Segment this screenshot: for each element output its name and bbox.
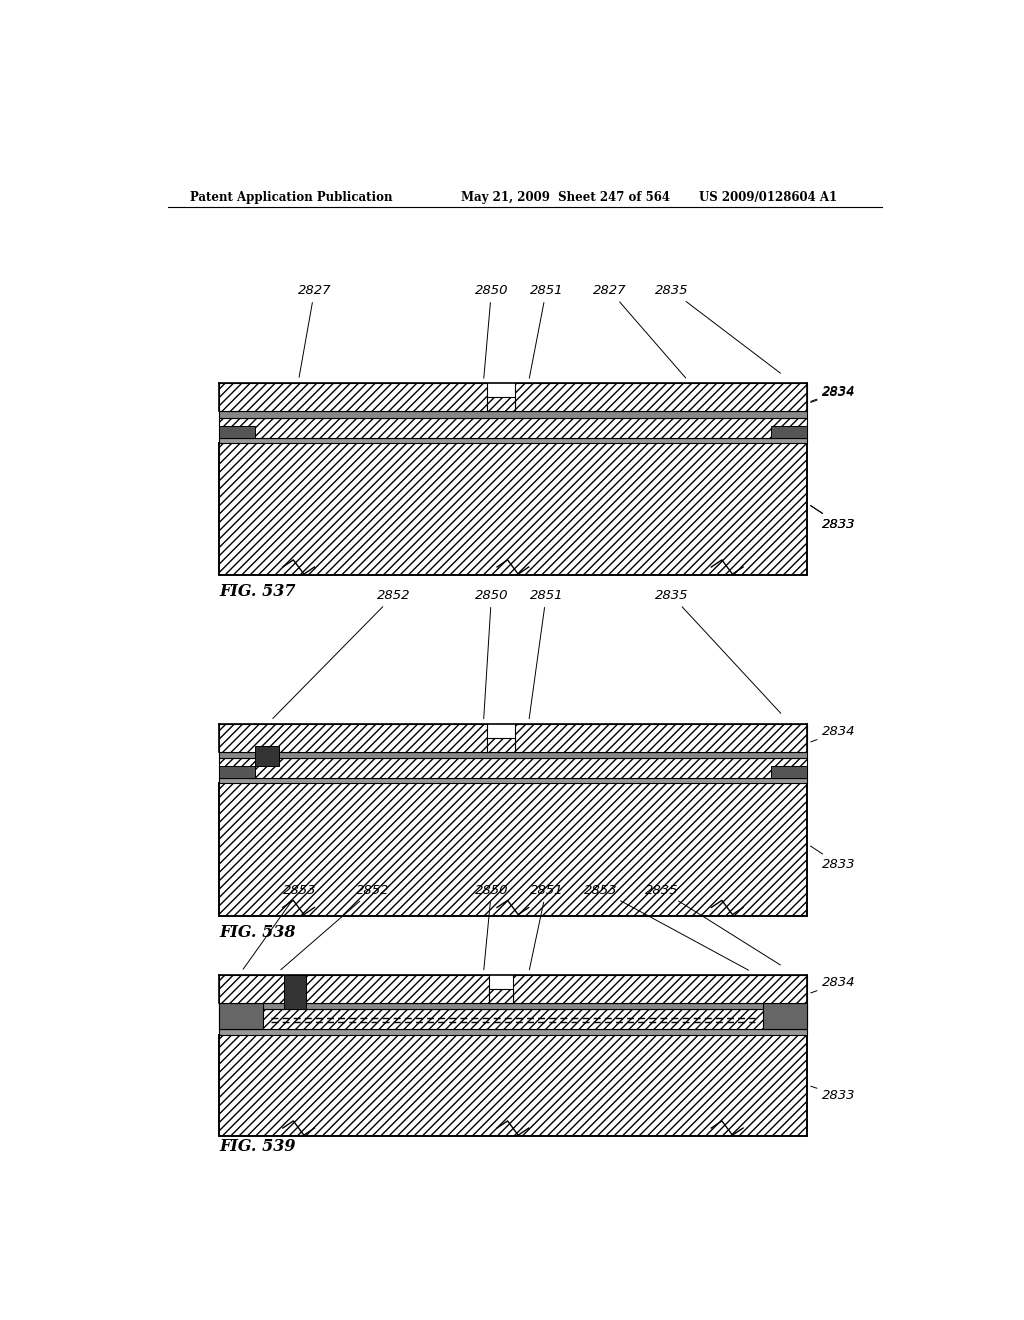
Bar — [219, 1003, 807, 1008]
Bar — [284, 974, 306, 1008]
Text: 2835: 2835 — [655, 284, 780, 374]
Bar — [487, 397, 515, 412]
Text: 2833: 2833 — [810, 846, 856, 871]
Bar — [219, 438, 807, 444]
Bar — [219, 1030, 807, 1035]
Bar — [219, 444, 807, 576]
Bar — [219, 383, 487, 412]
Text: 2852: 2852 — [272, 589, 411, 718]
Bar — [219, 444, 807, 576]
Text: 2852: 2852 — [281, 883, 389, 970]
Text: FIG. 537: FIG. 537 — [219, 583, 296, 601]
Bar — [513, 974, 807, 1003]
Text: 2827: 2827 — [593, 284, 686, 378]
Text: 2833: 2833 — [810, 506, 856, 531]
Text: 2834: 2834 — [811, 977, 856, 993]
Bar — [219, 752, 807, 758]
Text: 2850: 2850 — [475, 589, 508, 718]
Bar — [771, 766, 807, 779]
Text: 2851: 2851 — [529, 883, 563, 970]
Text: 2834: 2834 — [811, 384, 856, 401]
Text: 2850: 2850 — [475, 284, 508, 379]
Bar — [255, 746, 279, 766]
Bar — [219, 766, 255, 779]
Bar — [763, 1003, 807, 1030]
Text: 2851: 2851 — [529, 589, 563, 718]
Text: 2853: 2853 — [585, 883, 749, 970]
Bar — [219, 784, 807, 916]
Text: May 21, 2009  Sheet 247 of 564: May 21, 2009 Sheet 247 of 564 — [461, 190, 671, 203]
Bar — [489, 989, 513, 1003]
Bar — [515, 383, 807, 412]
Text: 2853: 2853 — [243, 883, 316, 969]
Bar — [219, 1003, 263, 1030]
Text: 2834: 2834 — [811, 725, 856, 742]
Text: 2850: 2850 — [475, 883, 508, 970]
Bar — [771, 426, 807, 438]
Text: 2833: 2833 — [810, 506, 856, 531]
Text: FIG. 538: FIG. 538 — [219, 924, 296, 941]
Bar — [219, 412, 807, 417]
Bar — [487, 738, 515, 752]
Text: 2851: 2851 — [529, 284, 563, 379]
Text: FIG. 539: FIG. 539 — [219, 1138, 296, 1155]
Text: US 2009/0128604 A1: US 2009/0128604 A1 — [699, 190, 838, 203]
Bar — [219, 426, 255, 438]
Bar — [219, 417, 807, 438]
Text: 2827: 2827 — [298, 284, 331, 378]
Bar — [219, 784, 807, 916]
Bar — [219, 1035, 807, 1137]
Text: 2833: 2833 — [811, 1086, 856, 1102]
Bar — [515, 723, 807, 752]
Bar — [219, 1008, 807, 1030]
Text: 2835: 2835 — [644, 883, 780, 965]
Bar — [219, 974, 489, 1003]
Bar — [219, 779, 807, 784]
Text: 2835: 2835 — [655, 589, 781, 713]
Bar — [219, 1035, 807, 1137]
Text: 2834: 2834 — [811, 385, 856, 403]
Bar — [219, 723, 487, 752]
Text: Patent Application Publication: Patent Application Publication — [189, 190, 392, 203]
Bar — [219, 758, 807, 779]
